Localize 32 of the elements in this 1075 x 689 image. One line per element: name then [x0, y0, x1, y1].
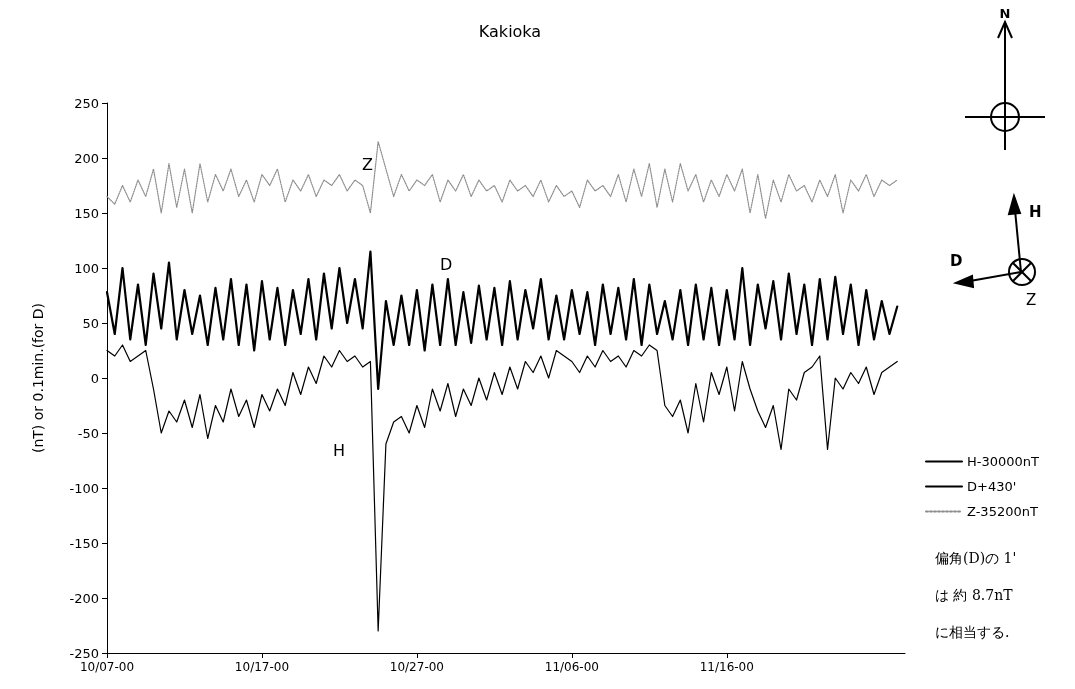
- y-tick-label: 50: [82, 315, 99, 331]
- y-tick-label: 250: [74, 95, 99, 111]
- y-tick-label: -100: [69, 480, 99, 496]
- annotation: D: [440, 254, 453, 274]
- y-tick-label: -200: [69, 590, 99, 606]
- y-tick-label: 150: [74, 205, 99, 221]
- y-axis-title: (nT) or 0.1min.(for D): [30, 302, 46, 454]
- y-tick-label: -50: [77, 425, 99, 441]
- text: H: [1029, 203, 1042, 221]
- annotation: H: [333, 440, 346, 460]
- legend-label: Z-35200nT: [967, 504, 1038, 519]
- text: Z: [1026, 291, 1037, 309]
- legend-label: H-30000nT: [967, 454, 1040, 469]
- x-tick-label: 11/06-00: [544, 660, 599, 674]
- y-tick-label: -250: [69, 645, 99, 661]
- legend-label: D+430': [967, 479, 1017, 494]
- x-tick-label: 11/16-00: [699, 660, 754, 674]
- text: に相当する.: [935, 624, 1010, 642]
- y-tick-label: 100: [74, 260, 99, 276]
- chart-title: Kakioka: [478, 21, 542, 41]
- text: 偏角(D)の 1': [935, 550, 1017, 568]
- annotation: Z: [362, 154, 373, 174]
- y-tick-label: 0: [90, 370, 99, 386]
- text: D: [950, 252, 963, 270]
- x-tick-label: 10/17-00: [234, 660, 290, 674]
- text: N: [999, 6, 1011, 21]
- x-tick-label: 10/27-00: [389, 660, 444, 674]
- x-tick-label: 10/07-00: [79, 660, 135, 674]
- y-tick-label: 200: [74, 150, 99, 166]
- y-tick-label: -150: [69, 535, 99, 551]
- line-series: [106, 140, 898, 220]
- text: は 約 8.7nT: [935, 587, 1013, 605]
